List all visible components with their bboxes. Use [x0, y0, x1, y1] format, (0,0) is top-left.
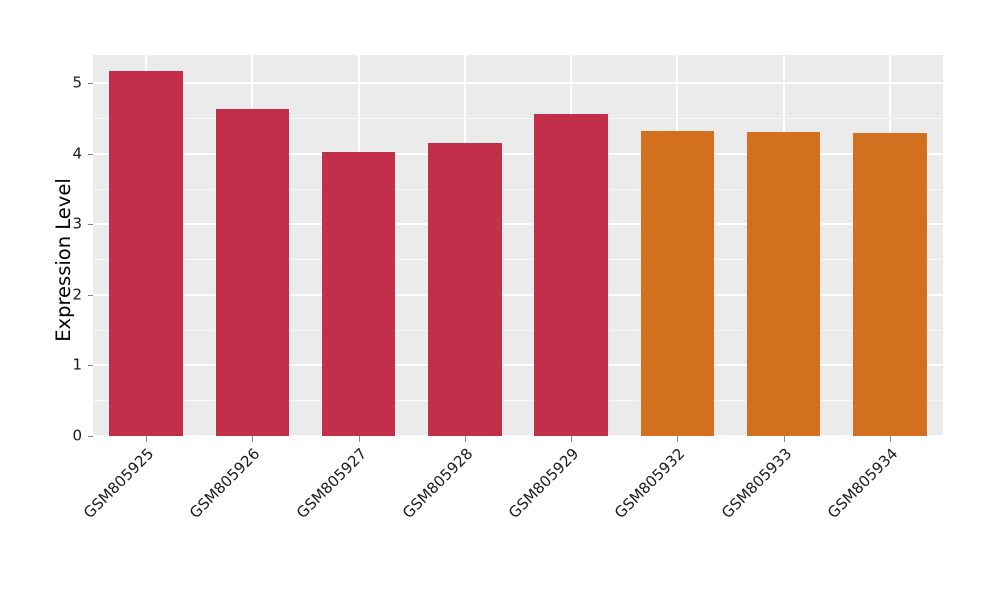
gridline-major-horizontal [93, 435, 943, 436]
gridline-major-horizontal [93, 364, 943, 367]
y-tick-mark [88, 294, 93, 296]
y-tick-label-1: 1 [72, 355, 82, 374]
x-tick-mark [358, 436, 360, 442]
bar-GSM805925[interactable] [109, 71, 183, 436]
gridline-minor-horizontal [93, 259, 943, 261]
x-tick-mark [783, 436, 785, 442]
gridline-major-horizontal [93, 82, 943, 85]
gridline-minor-horizontal [93, 118, 943, 119]
gridline-minor-horizontal [93, 188, 943, 190]
plot-panel [93, 55, 943, 436]
y-tick-mark [88, 83, 93, 85]
bar-GSM805929[interactable] [534, 113, 608, 436]
gridline-minor-horizontal [93, 400, 943, 402]
y-tick-label-3: 3 [72, 214, 82, 233]
x-tick-mark [146, 436, 148, 442]
y-tick-label-4: 4 [72, 144, 82, 163]
bar-GSM805932[interactable] [640, 131, 715, 436]
x-tick-mark [464, 436, 466, 442]
y-tick-label-2: 2 [72, 285, 82, 304]
x-tick-mark [571, 436, 573, 442]
bar-GSM805934[interactable] [853, 132, 927, 436]
y-tick-label-5: 5 [72, 73, 82, 92]
x-tick-mark [252, 436, 254, 442]
bar-GSM805933[interactable] [746, 131, 821, 436]
y-tick-mark [88, 224, 93, 226]
y-tick-mark [88, 436, 93, 437]
x-tick-mark [889, 436, 891, 442]
gridline-major-horizontal [93, 152, 943, 155]
y-tick-mark [88, 365, 93, 367]
y-tick-mark [88, 153, 93, 155]
gridline-minor-horizontal [93, 329, 943, 331]
bar-GSM805926[interactable] [215, 108, 290, 436]
bar-GSM805927[interactable] [321, 152, 396, 436]
gridline-major-horizontal [93, 223, 943, 226]
x-tick-mark [677, 436, 679, 442]
y-axis-tick-labels: 0 1 2 3 4 5 [56, 0, 82, 580]
gridline-major-horizontal [93, 293, 943, 296]
y-tick-label-0: 0 [72, 426, 82, 445]
bar-GSM805928[interactable] [428, 142, 502, 436]
